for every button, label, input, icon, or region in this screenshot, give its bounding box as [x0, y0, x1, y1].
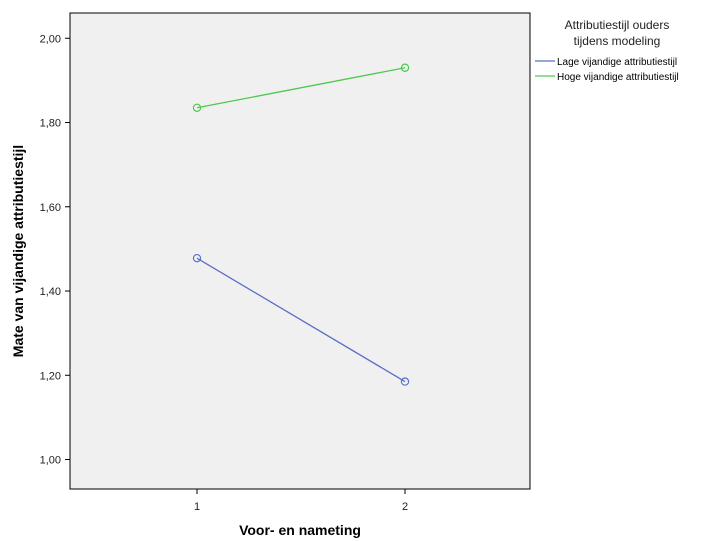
series-layer — [192, 63, 410, 386]
y-tick-label-0: 1,00 — [40, 455, 61, 467]
y-tick-label-3: 1,60 — [40, 202, 61, 214]
series-0-point-1 — [400, 377, 410, 386]
series-1-point-1 — [400, 63, 410, 72]
y-axis-ticks: 1,00 1,20 1,40 1,60 1,80 2,00 — [40, 33, 70, 467]
legend-label-lage: Lage vijandige attributiestijl — [557, 57, 677, 68]
plot-area — [69, 12, 531, 490]
series-0-point-0 — [192, 253, 202, 263]
y-tick-label-5: 2,00 — [40, 33, 61, 45]
series-line-1 — [196, 67, 406, 109]
x-axis-title: Voor- en nameting — [239, 522, 361, 538]
legend-title-line-2: tijdens modeling — [574, 34, 661, 48]
legend-title-line-1: Attributiestijl ouders — [565, 18, 670, 32]
y-tick-label-4: 1,80 — [40, 118, 61, 130]
legend: Attributiestijl ouders tijdens modeling … — [535, 18, 679, 83]
series-line-0 — [196, 257, 406, 383]
x-tick-label-0: 1 — [194, 501, 200, 513]
y-tick-label-2: 1,40 — [40, 286, 61, 298]
legend-label-hoge: Hoge vijandige attributiestijl — [557, 72, 679, 83]
y-axis-title: Mate van vijandige attributiestijl — [10, 145, 26, 357]
x-tick-label-1: 2 — [402, 501, 408, 513]
series-1-point-0 — [192, 103, 202, 112]
y-tick-label-1: 1,20 — [40, 370, 61, 382]
